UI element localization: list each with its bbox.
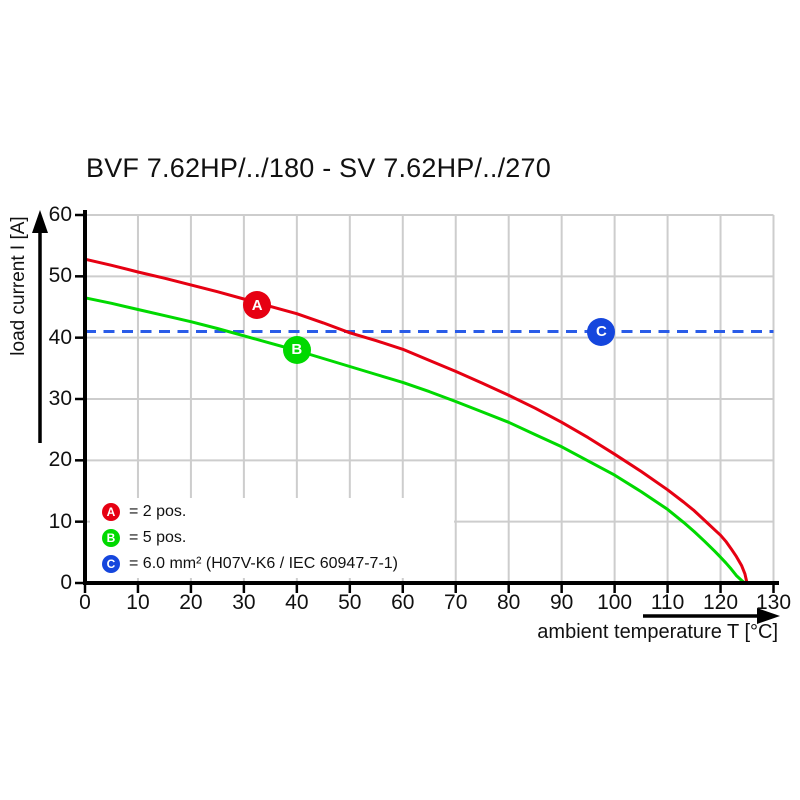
legend-label-2pos: = 2 pos. — [129, 503, 187, 520]
legend: A = 2 pos. B = 5 pos. C = 6.0 mm² (H07V-… — [90, 498, 454, 578]
legend-item-2pos: A = 2 pos. — [102, 502, 454, 522]
curve-marker-c: C — [587, 317, 616, 346]
curve-marker-a: A — [243, 291, 272, 320]
x-tick-label: 40 — [285, 591, 309, 614]
x-tick-label: 20 — [179, 591, 203, 614]
x-tick-label: 80 — [497, 591, 521, 614]
y-axis-arrowhead-icon — [32, 210, 48, 233]
x-tick-label: 10 — [126, 591, 150, 614]
chart-title: BVF 7.62HP/../180 - SV 7.62HP/../270 — [86, 153, 551, 183]
x-tick-label: 50 — [338, 591, 362, 614]
y-tick-label: 50 — [48, 264, 72, 288]
curve-5-pos- — [83, 296, 747, 585]
y-tick-label: 30 — [48, 387, 72, 410]
x-tick-label: 130 — [755, 591, 792, 614]
x-tick-label: 110 — [650, 591, 685, 614]
y-tick-label: 0 — [60, 571, 72, 594]
legend-marker-b-icon: B — [102, 529, 120, 547]
x-tick-label: 100 — [597, 591, 633, 614]
curve-2-pos- — [83, 257, 749, 585]
y-tick-label: 40 — [48, 325, 72, 349]
x-tick-label: 90 — [549, 591, 574, 614]
legend-label-5pos: = 5 pos. — [129, 529, 187, 546]
x-tick-label: 60 — [391, 591, 415, 614]
curve-marker-b: B — [282, 335, 311, 364]
x-tick-label: 30 — [232, 591, 256, 614]
legend-label-wire: = 6.0 mm² (H07V-K6 / IEC 60947-7-1) — [129, 555, 398, 572]
legend-item-wire: C = 6.0 mm² (H07V-K6 / IEC 60947-7-1) — [102, 554, 454, 574]
legend-marker-c-icon: C — [102, 555, 120, 573]
x-tick-label: 0 — [79, 591, 91, 614]
y-tick-label: 20 — [48, 448, 72, 472]
x-tick-label: 70 — [444, 591, 468, 614]
y-tick-label: 10 — [48, 509, 72, 533]
y-tick-label: 60 — [48, 203, 72, 226]
legend-marker-a-icon: A — [102, 503, 120, 521]
x-axis-arrowhead-icon — [757, 608, 780, 624]
legend-item-5pos: B = 5 pos. — [102, 528, 454, 548]
x-tick-label: 120 — [703, 591, 739, 614]
x-axis-label: ambient temperature T [°C] — [537, 621, 778, 643]
